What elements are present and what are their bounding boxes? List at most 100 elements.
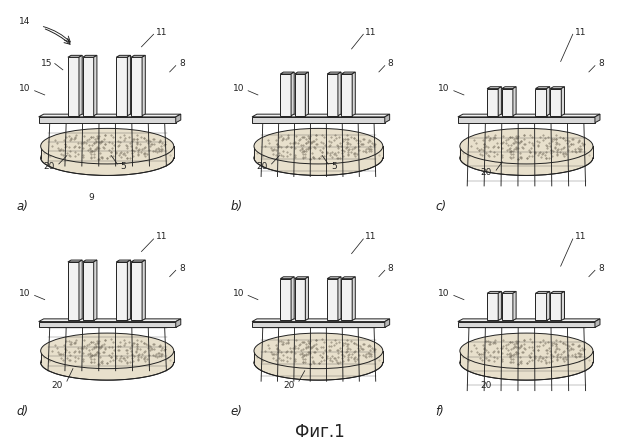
Polygon shape: [254, 351, 383, 362]
Text: b): b): [230, 200, 243, 213]
Polygon shape: [595, 319, 600, 328]
Polygon shape: [280, 72, 294, 74]
Text: 10: 10: [19, 289, 30, 298]
Polygon shape: [341, 72, 355, 74]
Polygon shape: [487, 293, 498, 320]
Polygon shape: [338, 277, 341, 320]
Polygon shape: [561, 291, 564, 320]
Polygon shape: [291, 277, 294, 320]
Polygon shape: [547, 291, 550, 320]
Polygon shape: [83, 57, 93, 116]
Polygon shape: [116, 57, 127, 116]
Polygon shape: [280, 279, 291, 320]
Text: 8: 8: [179, 59, 185, 68]
Text: 5: 5: [120, 162, 126, 170]
Text: 20: 20: [481, 168, 492, 177]
Polygon shape: [458, 319, 600, 322]
Polygon shape: [550, 87, 564, 89]
Text: 10: 10: [438, 84, 449, 93]
Polygon shape: [294, 74, 305, 116]
Polygon shape: [536, 87, 550, 89]
Text: 8: 8: [179, 264, 185, 273]
Polygon shape: [116, 55, 131, 57]
Text: f): f): [436, 405, 444, 418]
Polygon shape: [294, 277, 308, 279]
Polygon shape: [254, 146, 383, 158]
Polygon shape: [68, 55, 82, 57]
Polygon shape: [176, 114, 180, 123]
Polygon shape: [305, 277, 308, 320]
Polygon shape: [547, 87, 550, 116]
Polygon shape: [83, 262, 93, 320]
Text: 20: 20: [51, 381, 63, 390]
Ellipse shape: [254, 140, 383, 175]
Polygon shape: [294, 279, 305, 320]
Polygon shape: [502, 87, 516, 89]
Polygon shape: [252, 319, 390, 322]
Polygon shape: [338, 72, 341, 116]
Polygon shape: [116, 260, 131, 262]
Polygon shape: [502, 293, 513, 320]
Polygon shape: [83, 260, 97, 262]
Polygon shape: [83, 55, 97, 57]
Polygon shape: [502, 89, 513, 116]
Text: 11: 11: [575, 28, 587, 36]
Polygon shape: [536, 291, 550, 293]
Polygon shape: [280, 74, 291, 116]
Polygon shape: [385, 319, 390, 328]
Ellipse shape: [254, 344, 383, 380]
Polygon shape: [536, 89, 547, 116]
Text: e): e): [230, 405, 243, 418]
Polygon shape: [41, 351, 173, 362]
Polygon shape: [38, 117, 176, 123]
Polygon shape: [280, 277, 294, 279]
Polygon shape: [93, 55, 97, 116]
Polygon shape: [252, 114, 390, 117]
Text: 20: 20: [284, 381, 295, 390]
Text: 10: 10: [232, 289, 244, 298]
Polygon shape: [116, 262, 127, 320]
Text: 10: 10: [232, 84, 244, 93]
Polygon shape: [131, 260, 145, 262]
Text: 20: 20: [481, 381, 492, 390]
Polygon shape: [513, 87, 516, 116]
Polygon shape: [38, 114, 180, 117]
Polygon shape: [561, 87, 564, 116]
Ellipse shape: [460, 128, 593, 164]
Text: 8: 8: [388, 59, 394, 68]
Polygon shape: [352, 72, 355, 116]
Text: 11: 11: [575, 232, 587, 241]
Polygon shape: [41, 146, 173, 158]
Polygon shape: [294, 72, 308, 74]
Polygon shape: [131, 57, 142, 116]
Polygon shape: [38, 322, 176, 328]
Polygon shape: [38, 319, 180, 322]
Polygon shape: [550, 291, 564, 293]
Ellipse shape: [460, 344, 593, 380]
Polygon shape: [305, 72, 308, 116]
Polygon shape: [458, 114, 600, 117]
Polygon shape: [487, 89, 498, 116]
Text: Фиг.1: Фиг.1: [295, 424, 345, 441]
Polygon shape: [352, 277, 355, 320]
Polygon shape: [127, 260, 131, 320]
Polygon shape: [341, 277, 355, 279]
Polygon shape: [291, 72, 294, 116]
Text: 20: 20: [256, 162, 268, 170]
Text: 8: 8: [598, 264, 604, 273]
Polygon shape: [142, 55, 145, 116]
Ellipse shape: [41, 344, 173, 380]
Polygon shape: [327, 74, 338, 116]
Text: 10: 10: [19, 84, 30, 93]
Ellipse shape: [41, 140, 173, 175]
Text: 11: 11: [365, 28, 377, 36]
Polygon shape: [341, 279, 352, 320]
Polygon shape: [252, 322, 385, 328]
Polygon shape: [327, 72, 341, 74]
Polygon shape: [131, 262, 142, 320]
Ellipse shape: [460, 333, 593, 368]
Polygon shape: [327, 277, 341, 279]
Text: 20: 20: [43, 162, 54, 170]
Polygon shape: [460, 351, 593, 362]
Polygon shape: [131, 55, 145, 57]
